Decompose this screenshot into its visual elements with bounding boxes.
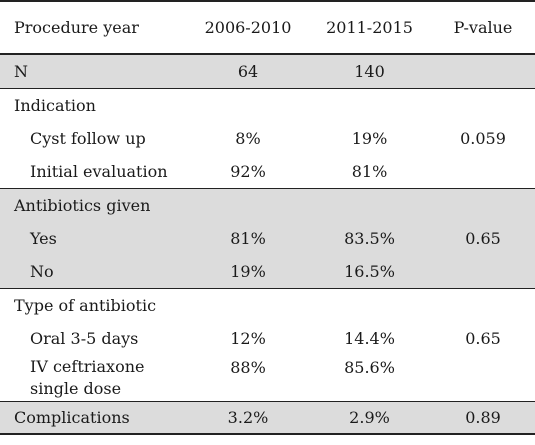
row-label: IV ceftriaxone single dose [30,357,145,398]
row-label: Initial evaluation [30,161,168,181]
cell-p-value [431,54,535,89]
cell-2011-2015: 14.4% [344,328,395,348]
cell-2011-2015: 140 [308,54,431,89]
cell-2006-2010: 3.2% [188,401,308,435]
row-label: Antibiotics given [0,188,188,222]
table-row-yes: Yes 81% 83.5% 0.65 [0,222,535,255]
table-row-iv-ceftriaxone: IV ceftriaxone single dose 88% 85.6% [0,355,535,402]
table-row-cyst-follow-up: Cyst follow up 8% 19% 0.059 [0,122,535,155]
cell-2011-2015: 85.6% [344,358,395,377]
table-row-antibiotics-given: Antibiotics given [0,188,535,222]
header-2011-2015: 2011-2015 [308,0,431,55]
row-label: Yes [0,222,188,255]
table-row-no: No 19% 16.5% [0,255,535,289]
cell-p-value [431,155,535,189]
results-table: Procedure year 2006-2010 2011-2015 P-val… [0,0,535,435]
cell-2006-2010 [188,288,308,322]
cell-2006-2010: 88% [230,358,266,377]
table-row-oral-3-5-days: Oral 3-5 days 12% 14.4% 0.65 [0,322,535,355]
row-label: Type of antibiotic [0,288,188,322]
cell-2011-2015: 81% [351,161,388,181]
cell-2011-2015: 19% [351,128,388,148]
cell-p-value [431,88,535,122]
row-label: Complications [0,401,188,435]
cell-2006-2010 [188,88,308,122]
cell-p-value: 0.059 [460,128,506,148]
cell-2011-2015: 2.9% [308,401,431,435]
cell-2011-2015 [308,288,431,322]
cell-p-value [431,288,535,322]
cell-p-value [431,188,535,222]
header-p-value: P-value [431,0,535,55]
header-2006-2010: 2006-2010 [188,0,308,55]
table-row-initial-evaluation: Initial evaluation 92% 81% [0,155,535,189]
cell-p-value: 0.65 [431,222,535,255]
row-label: No [0,255,188,289]
header-row: Procedure year 2006-2010 2011-2015 P-val… [0,0,535,55]
cell-2006-2010: 64 [188,54,308,89]
cell-2011-2015: 16.5% [308,255,431,289]
cell-2006-2010: 81% [188,222,308,255]
row-label: Oral 3-5 days [30,328,139,348]
cell-2006-2010: 19% [188,255,308,289]
table-row-complications: Complications 3.2% 2.9% 0.89 [0,401,535,435]
row-label: Indication [0,88,188,122]
cell-2011-2015 [308,188,431,222]
cell-2006-2010 [188,188,308,222]
cell-p-value: 0.89 [431,401,535,435]
table-row-indication: Indication [0,88,535,122]
header-procedure-year: Procedure year [0,0,188,55]
cell-2006-2010: 12% [230,328,266,348]
cell-p-value [431,255,535,289]
cell-2011-2015: 83.5% [308,222,431,255]
row-label: N [0,54,188,89]
cell-p-value: 0.65 [465,328,501,348]
cell-p-value [431,355,535,402]
table-row-type-of-antibiotic: Type of antibiotic [0,288,535,322]
table-row-n: N 64 140 [0,54,535,89]
cell-2006-2010: 92% [230,161,266,181]
cell-2011-2015 [308,88,431,122]
cell-2006-2010: 8% [235,128,261,148]
row-label: Cyst follow up [30,128,146,148]
